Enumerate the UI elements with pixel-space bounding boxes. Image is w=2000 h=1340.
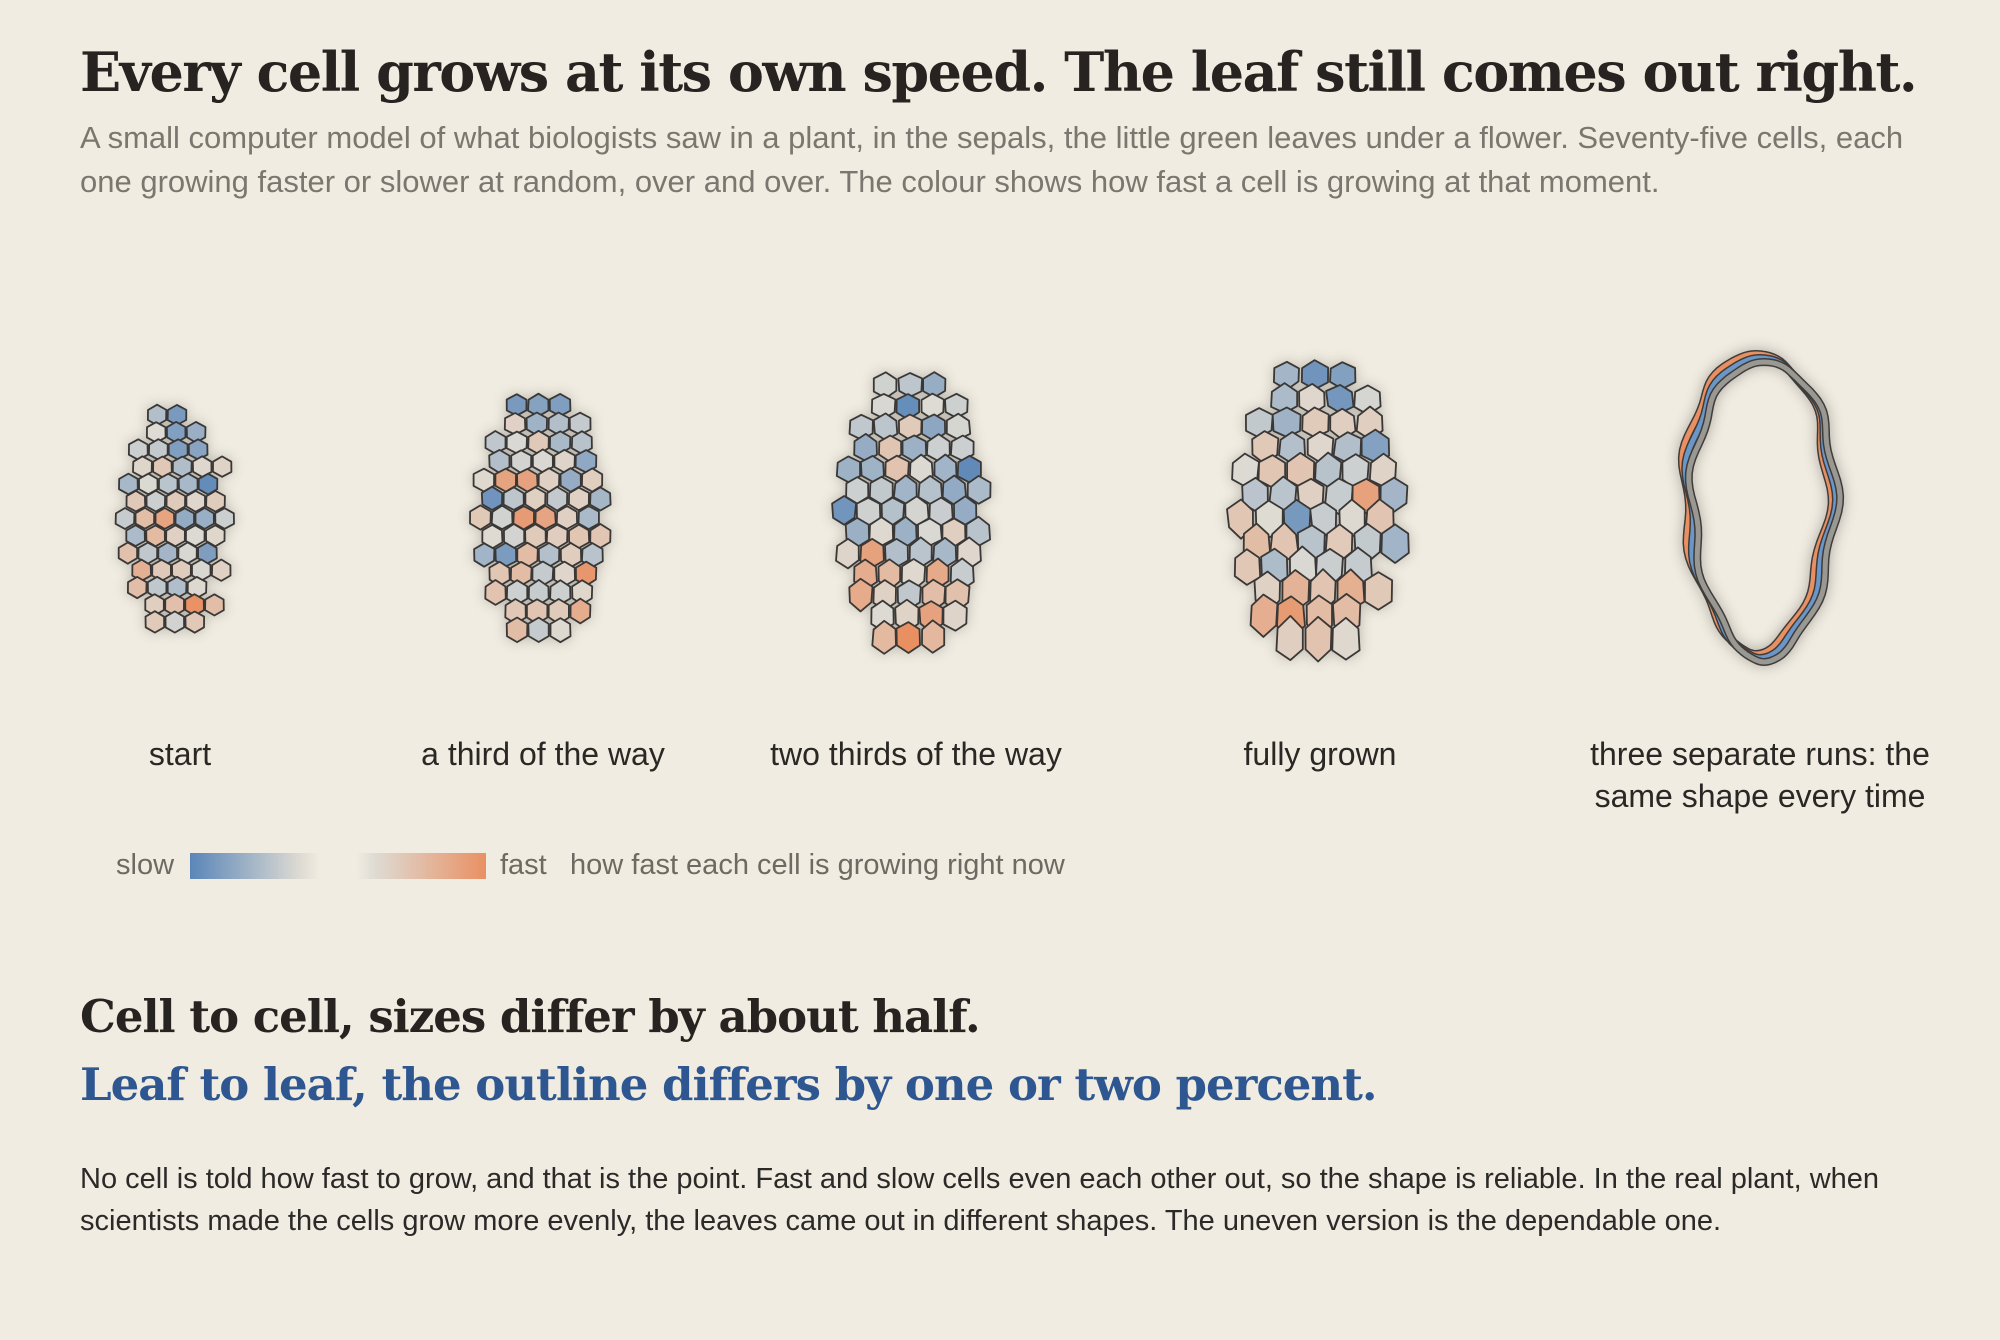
sepal-cell: [164, 610, 185, 634]
sepal-cell: [480, 485, 504, 511]
sepal-panels: [0, 340, 2000, 730]
sepal-cell: [473, 542, 496, 568]
sepal-cell: [205, 489, 226, 513]
sepal-cell: [185, 490, 206, 513]
sepal-cell: [897, 372, 923, 398]
sepal-cell: [134, 506, 156, 530]
page-title: Every cell grows at its own speed. The l…: [80, 40, 1918, 104]
sepal-cell: [144, 610, 165, 634]
sepal-cell: [165, 489, 186, 513]
sepal-cell: [187, 438, 209, 461]
outline-run: [1686, 359, 1843, 665]
sepal-cell: [945, 412, 972, 441]
sepal-cell: [577, 505, 600, 531]
sepal-cell: [158, 472, 179, 496]
sepal-cell: [549, 430, 572, 455]
sepal-cell: [569, 597, 592, 625]
sepal-cell: [922, 371, 947, 399]
sepal-cell: [127, 575, 148, 600]
legend-slow-gradient: [190, 853, 320, 879]
sepal-cell: [154, 507, 176, 530]
sepal-cell: [490, 504, 514, 531]
panel-label-two-thirds: two thirds of the way: [770, 736, 1062, 772]
sepal-cell: [145, 489, 166, 513]
sepal-cell: [589, 486, 612, 512]
sepal-outlines-three-runs: [1677, 349, 1845, 667]
sepal-cell: [167, 438, 189, 461]
panel-label-fully-grown: fully grown: [1243, 736, 1397, 772]
sepal-cell: [1233, 548, 1262, 586]
panel-label-third: a third of the way: [421, 736, 665, 772]
sepal-start: [114, 403, 235, 634]
sepal-cell: [114, 507, 136, 530]
sepal-cell: [1363, 571, 1394, 611]
sepal-cell: [194, 507, 215, 530]
sepal-cell: [502, 486, 525, 511]
sepal-cell: [503, 412, 527, 436]
sepal-cell: [524, 486, 547, 512]
sepal-cell: [117, 541, 138, 565]
sepal-cell: [527, 616, 550, 643]
sepal-cell: [148, 438, 169, 461]
sepal-cell: [505, 616, 529, 644]
sepal-cell: [835, 537, 860, 570]
sepal-fully-grown: [1226, 359, 1410, 663]
sepal-cell: [1329, 361, 1357, 390]
sepal-cell: [871, 619, 897, 655]
page-subtitle: A small computer model of what biologist…: [80, 120, 1904, 199]
sepal-cell: [546, 485, 569, 512]
sepal-cell: [484, 430, 507, 455]
sepal-cell: [1304, 615, 1333, 663]
headline-leaf-to-leaf: Leaf to leaf, the outline differs by one…: [80, 1058, 1378, 1111]
sepal-cell: [549, 617, 572, 644]
sepal-cell: [125, 489, 147, 513]
sepal-cell: [505, 393, 528, 417]
legend-slow-label: slow: [116, 849, 175, 881]
sepal-cell: [174, 507, 195, 531]
legend-fast-label: fast: [500, 849, 547, 881]
sepal-cell: [898, 413, 923, 441]
sepal-third: [469, 392, 612, 644]
sepal-cell: [505, 430, 528, 455]
sepal-cell: [966, 474, 992, 505]
sepal-cell: [921, 619, 946, 654]
sepal-cell: [1301, 406, 1330, 439]
headline-cell-to-cell: Cell to cell, sizes differ by about half…: [80, 990, 981, 1043]
sepal-cell: [568, 486, 590, 512]
sepal-cell: [848, 577, 874, 613]
body-paragraph: No cell is told how fast to grow, and th…: [80, 1163, 1880, 1237]
sepal-two-thirds: [831, 371, 992, 655]
sepal-cell: [534, 504, 557, 531]
sepal-cell: [210, 558, 232, 582]
sepal-cell: [1380, 523, 1410, 564]
sepal-cell: [872, 412, 899, 442]
sepal-cell: [1226, 498, 1254, 540]
legend-fast-gradient: [356, 853, 486, 879]
sepal-cell: [212, 455, 233, 478]
sepal-cell: [942, 599, 968, 632]
sepal-cell: [484, 579, 507, 606]
panel-label-start: start: [148, 736, 212, 772]
sepal-cell: [1275, 614, 1304, 662]
legend-caption: how fast each cell is growing right now: [570, 849, 1065, 881]
sepal-cell: [214, 507, 235, 530]
sepal-cell: [1271, 406, 1302, 438]
sepal-cell: [1325, 384, 1355, 414]
sepal-cell: [184, 610, 205, 634]
sepal-cell: [895, 621, 921, 654]
sepal-cell: [204, 593, 225, 617]
sepal-cell: [1331, 616, 1361, 661]
sepal-cell: [1249, 593, 1279, 638]
panel-label-three-runs: three separate runs: the same shape ever…: [1590, 736, 1930, 814]
sepal-cell: [469, 504, 492, 531]
